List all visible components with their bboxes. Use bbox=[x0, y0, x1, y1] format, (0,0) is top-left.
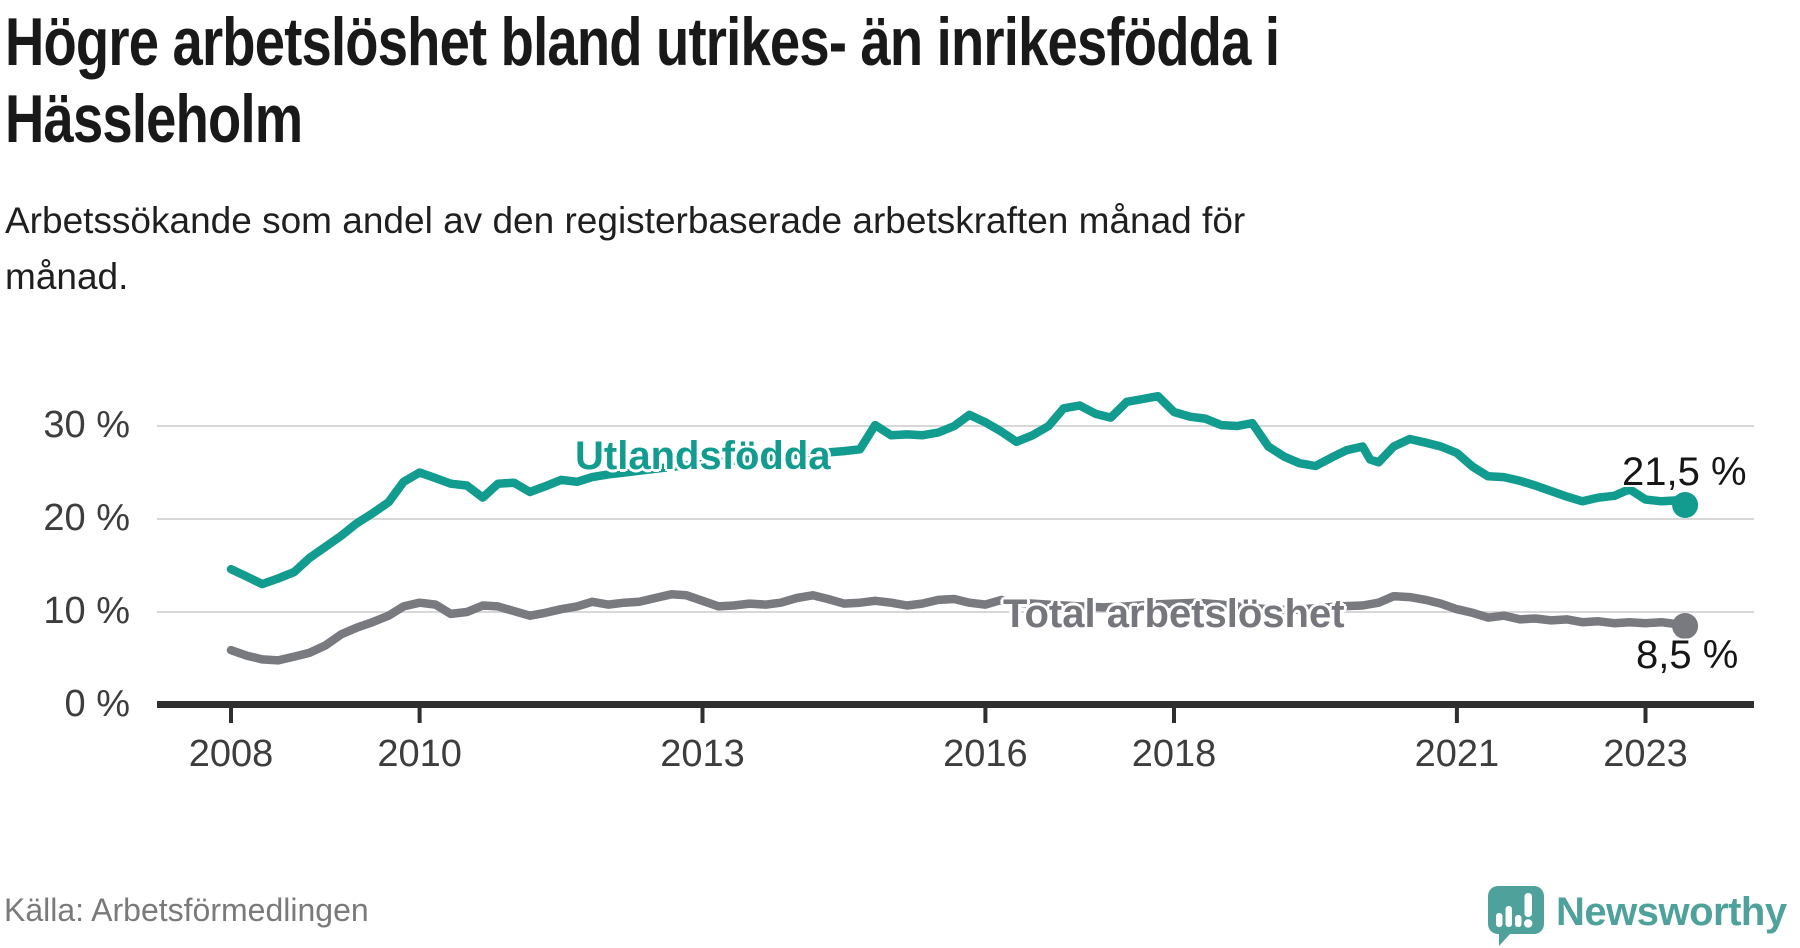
page-title-line-1: Högre arbetslöshet bland utrikes- än inr… bbox=[5, 4, 1280, 80]
y-tick-label-20: 20 % bbox=[43, 497, 130, 539]
newsworthy-wordmark: Newsworthy bbox=[1556, 890, 1787, 934]
x-tick-label-2008: 2008 bbox=[188, 733, 274, 775]
newsworthy-logo: Newsworthy bbox=[1486, 884, 1800, 948]
series-label-total-arbetsloshet: Total arbetslöshet bbox=[1003, 592, 1345, 636]
page-subtitle-line-2: månad. bbox=[5, 256, 129, 297]
page-title: Högre arbetslöshet bland utrikes- än inr… bbox=[5, 4, 1280, 158]
end-value-label-utlandsfodda: 21,5 % bbox=[1622, 450, 1747, 494]
series-label-utlandsfodda: Utlandsfödda bbox=[575, 434, 831, 478]
series-line-utlandsfodda bbox=[226, 391, 1690, 589]
source-note: Källa: Arbetsförmedlingen bbox=[4, 892, 369, 928]
y-tick-label-30: 30 % bbox=[43, 404, 130, 446]
endpoint-dot-total bbox=[1672, 613, 1699, 639]
x-tick-label-2013: 2013 bbox=[660, 733, 745, 775]
page-subtitle: Arbetssökande som andel av den registerb… bbox=[5, 193, 1245, 305]
y-tick-label-10: 10 % bbox=[43, 590, 130, 632]
page-title-line-2: Hässleholm bbox=[5, 81, 303, 157]
x-tick-label-2018: 2018 bbox=[1131, 733, 1217, 775]
y-tick-label-0: 0 % bbox=[64, 683, 130, 725]
newsworthy-speech-bubble-barchart-icon bbox=[1488, 886, 1544, 946]
x-tick-label-2016: 2016 bbox=[943, 733, 1028, 775]
x-tick-label-2021: 2021 bbox=[1414, 733, 1500, 775]
end-value-label-total: 8,5 % bbox=[1636, 633, 1739, 677]
x-tick-label-2010: 2010 bbox=[377, 733, 462, 775]
x-tick-label-2023: 2023 bbox=[1603, 733, 1688, 775]
page-subtitle-line-1: Arbetssökande som andel av den registerb… bbox=[5, 200, 1246, 241]
endpoint-dot-utlandsfodda bbox=[1672, 492, 1699, 518]
series-line-total bbox=[226, 590, 1690, 665]
